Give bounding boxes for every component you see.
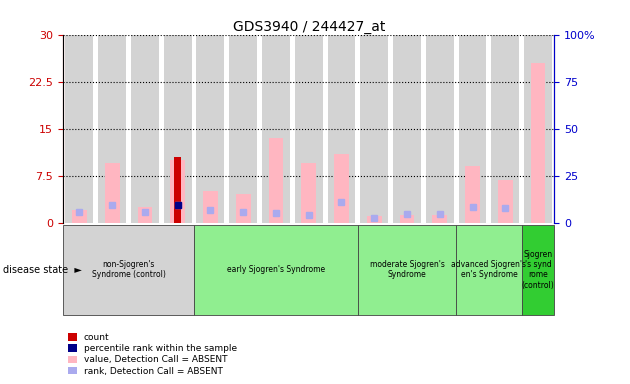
Bar [530,63,546,223]
Bar [459,35,486,223]
Bar [524,35,552,223]
Bar [170,160,185,223]
Bar [295,35,323,223]
Bar [367,217,382,223]
Bar [465,166,480,223]
Bar [262,35,290,223]
Bar [98,35,126,223]
Text: non-Sjogren's
Syndrome (control): non-Sjogren's Syndrome (control) [91,260,166,280]
Text: disease state  ►: disease state ► [3,265,82,275]
Title: GDS3940 / 244427_at: GDS3940 / 244427_at [232,20,385,33]
Bar [360,35,388,223]
Bar [236,195,251,223]
Bar [66,35,93,223]
Bar [72,210,87,223]
Bar [426,35,454,223]
Bar [491,35,519,223]
Bar [105,163,120,223]
Bar [498,180,513,223]
Bar [328,35,355,223]
Bar [164,35,192,223]
Text: Sjogren
's synd
rome
(control): Sjogren 's synd rome (control) [522,250,554,290]
Legend: count, percentile rank within the sample, value, Detection Call = ABSENT, rank, : count, percentile rank within the sample… [67,333,237,376]
Bar [131,35,159,223]
Bar [393,35,421,223]
Bar [301,163,316,223]
Bar [432,215,447,223]
Text: moderate Sjogren's
Syndrome: moderate Sjogren's Syndrome [370,260,444,280]
Text: early Sjogren's Syndrome: early Sjogren's Syndrome [227,265,325,274]
Bar [174,157,181,223]
Bar [399,215,415,223]
Bar [334,154,349,223]
Bar [137,207,152,223]
Bar [268,138,284,223]
Bar [197,35,224,223]
Bar [203,191,218,223]
Bar [229,35,257,223]
Text: advanced Sjogren's
en's Syndrome: advanced Sjogren's en's Syndrome [451,260,527,280]
